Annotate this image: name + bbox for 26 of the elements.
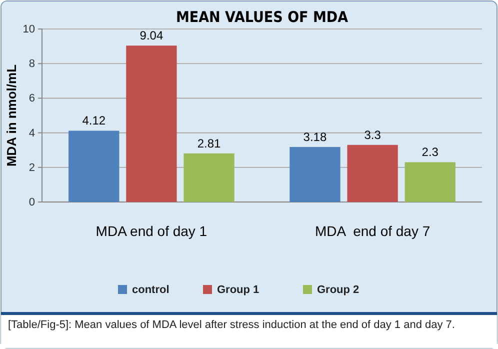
data-label: 3.3: [364, 128, 382, 142]
legend-label: Group 2: [317, 284, 360, 296]
data-label: 2.81: [197, 136, 222, 150]
data-label: 3.18: [303, 130, 327, 144]
x-tick-label: MDA end of day 7: [314, 222, 430, 239]
data-label: 2.3: [422, 145, 439, 160]
bar: [184, 153, 234, 202]
bar: [126, 46, 177, 202]
legend-label: control: [132, 284, 170, 296]
chart-title: MEAN VALUES OF MDA: [176, 8, 349, 26]
data-label: 9.04: [140, 28, 164, 43]
bar: [347, 144, 398, 202]
y-tick-label: 8: [28, 58, 35, 70]
bar: [68, 130, 120, 202]
legend-label: Group 1: [217, 284, 260, 296]
y-tick-label: 0: [28, 196, 35, 209]
y-tick-label: 10: [22, 24, 35, 36]
y-tick-label: 6: [28, 92, 35, 105]
y-axis-title: MDA in nmol/mL: [4, 64, 19, 167]
text: [Table/Fig-5]: Mean values of MDA level after stress induction at the end of day 1 and day 7.: [8, 319, 455, 331]
y-tick-label: 4: [28, 127, 35, 140]
data-label: 4.12: [82, 114, 106, 128]
x-tick-label: MDA end of day 1: [96, 222, 208, 239]
bar: [290, 146, 340, 202]
y-tick-label: 2: [28, 162, 35, 174]
bar: [404, 162, 456, 202]
